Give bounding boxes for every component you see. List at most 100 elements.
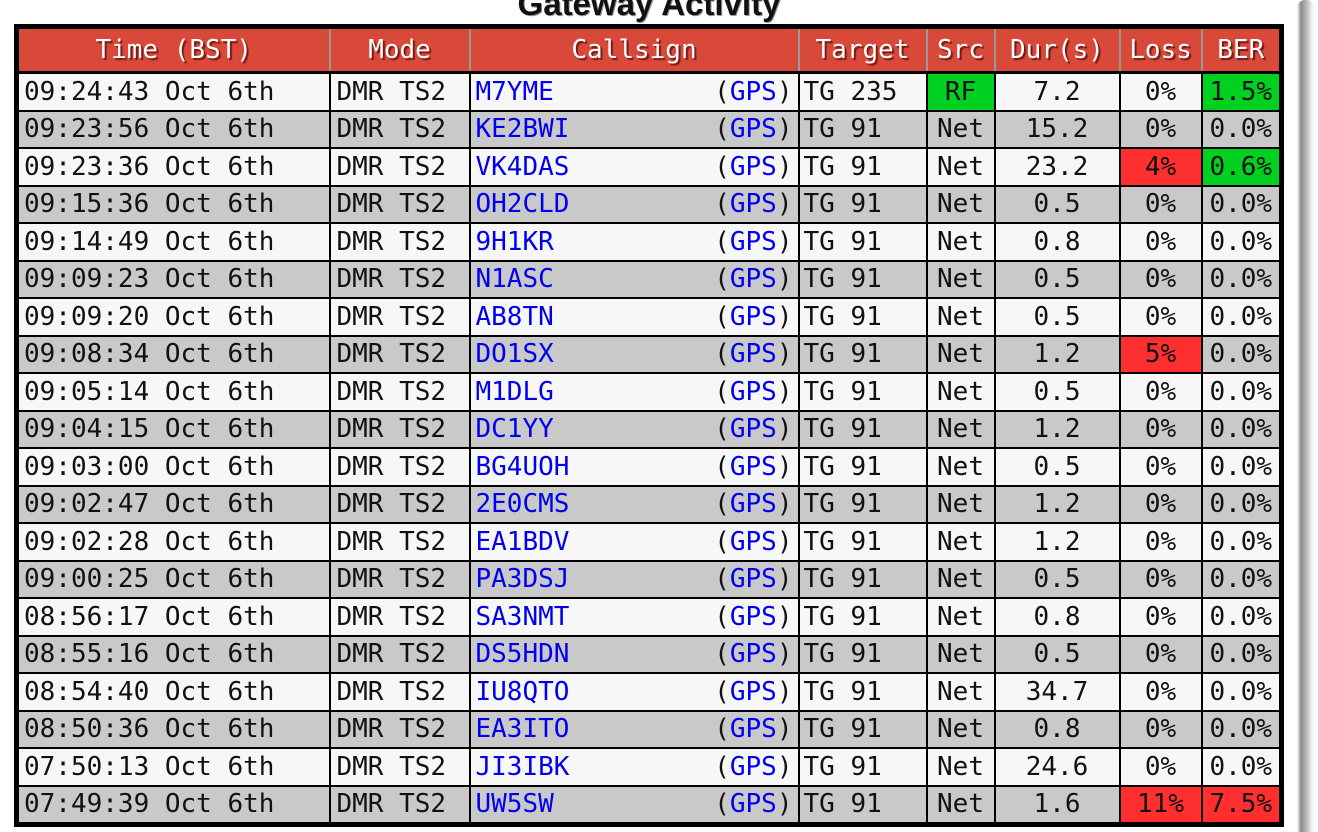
gps-link[interactable]: GPS bbox=[729, 339, 777, 370]
callsign-link[interactable]: OH2CLD bbox=[475, 189, 570, 220]
duration-cell: 24.6 bbox=[993, 747, 1121, 787]
src-cell: Net bbox=[925, 297, 996, 337]
callsign-link[interactable]: M1DLG bbox=[475, 376, 554, 407]
callsign-link[interactable]: BG4UOH bbox=[475, 451, 570, 482]
gps-link-group: (GPS) bbox=[714, 602, 792, 632]
loss-cell: 4% bbox=[1118, 147, 1203, 187]
table-row: 09:05:14 Oct 6th DMR TS2 M1DLG (GPS) TG … bbox=[15, 372, 1283, 412]
callsign-link[interactable]: N1ASC bbox=[475, 264, 554, 295]
gps-link-group: (GPS) bbox=[714, 302, 792, 332]
target-cell: TG 235 bbox=[797, 71, 928, 112]
target-cell: TG 91 bbox=[797, 147, 928, 187]
callsign-link[interactable]: EA3ITO bbox=[475, 714, 570, 745]
ber-cell: 0.0% bbox=[1200, 559, 1283, 599]
time-cell: 08:56:17 Oct 6th bbox=[15, 597, 331, 637]
ber-cell: 0.0% bbox=[1200, 334, 1283, 374]
src-cell: Net bbox=[925, 784, 996, 826]
gps-link-group: (GPS) bbox=[714, 677, 792, 707]
callsign-link[interactable]: IU8QTO bbox=[475, 676, 570, 707]
gps-link[interactable]: GPS bbox=[729, 114, 777, 145]
ber-cell: 0.0% bbox=[1200, 522, 1283, 562]
gps-link[interactable]: GPS bbox=[729, 301, 777, 332]
gps-link[interactable]: GPS bbox=[729, 489, 777, 520]
callsign-link[interactable]: 9H1KR bbox=[475, 226, 554, 257]
callsign-link[interactable]: DO1SX bbox=[475, 339, 554, 370]
callsign-link[interactable]: SA3NMT bbox=[475, 601, 570, 632]
table-row: 09:15:36 Oct 6th DMR TS2 OH2CLD (GPS) TG… bbox=[15, 184, 1283, 224]
gps-link[interactable]: GPS bbox=[729, 789, 777, 820]
mode-cell: DMR TS2 bbox=[328, 447, 471, 487]
gps-link[interactable]: GPS bbox=[729, 451, 777, 482]
gps-link[interactable]: GPS bbox=[729, 76, 777, 107]
callsign-wrap: DC1YY (GPS) bbox=[472, 414, 797, 445]
ber-cell: 0.6% bbox=[1200, 147, 1283, 187]
gps-link[interactable]: GPS bbox=[729, 639, 777, 670]
gps-link[interactable]: GPS bbox=[729, 226, 777, 257]
gps-link[interactable]: GPS bbox=[729, 376, 777, 407]
gps-open-paren: ( bbox=[714, 114, 730, 145]
callsign-link[interactable]: PA3DSJ bbox=[475, 564, 570, 595]
gps-close-paren: ) bbox=[776, 601, 793, 632]
gps-open-paren: ( bbox=[714, 189, 730, 220]
callsign-cell: DS5HDN (GPS) bbox=[468, 634, 800, 674]
gps-link[interactable]: GPS bbox=[729, 264, 777, 295]
gps-link[interactable]: GPS bbox=[729, 751, 777, 782]
duration-cell: 1.2 bbox=[993, 409, 1121, 449]
callsign-cell: BG4UOH (GPS) bbox=[468, 447, 800, 487]
gps-link-group: (GPS) bbox=[714, 752, 792, 782]
time-cell: 09:02:28 Oct 6th bbox=[15, 522, 331, 562]
callsign-cell: M7YME (GPS) bbox=[468, 71, 800, 112]
page-title: Gateway Activity bbox=[517, 0, 781, 22]
callsign-link[interactable]: M7YME bbox=[475, 76, 554, 107]
loss-cell: 0% bbox=[1118, 484, 1203, 524]
gps-open-paren: ( bbox=[714, 264, 730, 295]
callsign-link[interactable]: KE2BWI bbox=[475, 114, 570, 145]
ber-cell: 7.5% bbox=[1200, 784, 1283, 826]
time-cell: 08:50:36 Oct 6th bbox=[15, 709, 331, 749]
callsign-cell: 9H1KR (GPS) bbox=[468, 222, 800, 262]
callsign-link[interactable]: DS5HDN bbox=[475, 639, 570, 670]
mode-cell: DMR TS2 bbox=[328, 372, 471, 412]
gps-close-paren: ) bbox=[776, 151, 793, 182]
table-row: 07:49:39 Oct 6th DMR TS2 UW5SW (GPS) TG … bbox=[15, 784, 1283, 826]
mode-cell: DMR TS2 bbox=[328, 484, 471, 524]
activity-rows: 09:24:43 Oct 6th DMR TS2 M7YME (GPS) TG … bbox=[15, 71, 1283, 826]
src-cell: Net bbox=[925, 147, 996, 187]
gps-open-paren: ( bbox=[714, 564, 730, 595]
gps-link-group: (GPS) bbox=[714, 77, 792, 107]
vertical-scrollbar[interactable] bbox=[1297, 0, 1315, 832]
time-cell: 07:49:39 Oct 6th bbox=[15, 784, 331, 826]
callsign-link[interactable]: 2E0CMS bbox=[475, 489, 570, 520]
gps-open-paren: ( bbox=[714, 151, 730, 182]
target-cell: TG 91 bbox=[797, 222, 928, 262]
gps-open-paren: ( bbox=[714, 414, 730, 445]
gps-link[interactable]: GPS bbox=[729, 714, 777, 745]
gps-link[interactable]: GPS bbox=[729, 676, 777, 707]
callsign-cell: DO1SX (GPS) bbox=[468, 334, 800, 374]
gps-link-group: (GPS) bbox=[714, 152, 792, 182]
loss-cell: 0% bbox=[1118, 672, 1203, 712]
gps-link[interactable]: GPS bbox=[729, 414, 777, 445]
duration-cell: 0.5 bbox=[993, 297, 1121, 337]
gps-link[interactable]: GPS bbox=[729, 526, 777, 557]
callsign-link[interactable]: VK4DAS bbox=[475, 151, 570, 182]
callsign-link[interactable]: UW5SW bbox=[475, 789, 554, 820]
ber-cell: 0.0% bbox=[1200, 447, 1283, 487]
col-header-loss: Loss bbox=[1118, 26, 1203, 74]
mode-cell: DMR TS2 bbox=[328, 222, 471, 262]
callsign-link[interactable]: AB8TN bbox=[475, 301, 554, 332]
callsign-link[interactable]: EA1BDV bbox=[475, 526, 570, 557]
col-header-mode: Mode bbox=[328, 26, 471, 74]
loss-cell: 0% bbox=[1118, 522, 1203, 562]
callsign-link[interactable]: DC1YY bbox=[475, 414, 554, 445]
gps-link[interactable]: GPS bbox=[729, 189, 777, 220]
gps-close-paren: ) bbox=[776, 639, 793, 670]
callsign-cell: JI3IBK (GPS) bbox=[468, 747, 800, 787]
table-header-row: Time (BST) Mode Callsign Target Src Dur(… bbox=[16, 26, 1282, 74]
gps-link[interactable]: GPS bbox=[729, 601, 777, 632]
target-cell: TG 91 bbox=[797, 334, 928, 374]
dashboard-content: Gateway Activity Time (BST) Mode Callsig… bbox=[14, 0, 1284, 827]
callsign-link[interactable]: JI3IBK bbox=[475, 751, 570, 782]
gps-link[interactable]: GPS bbox=[729, 564, 777, 595]
gps-link[interactable]: GPS bbox=[729, 151, 777, 182]
